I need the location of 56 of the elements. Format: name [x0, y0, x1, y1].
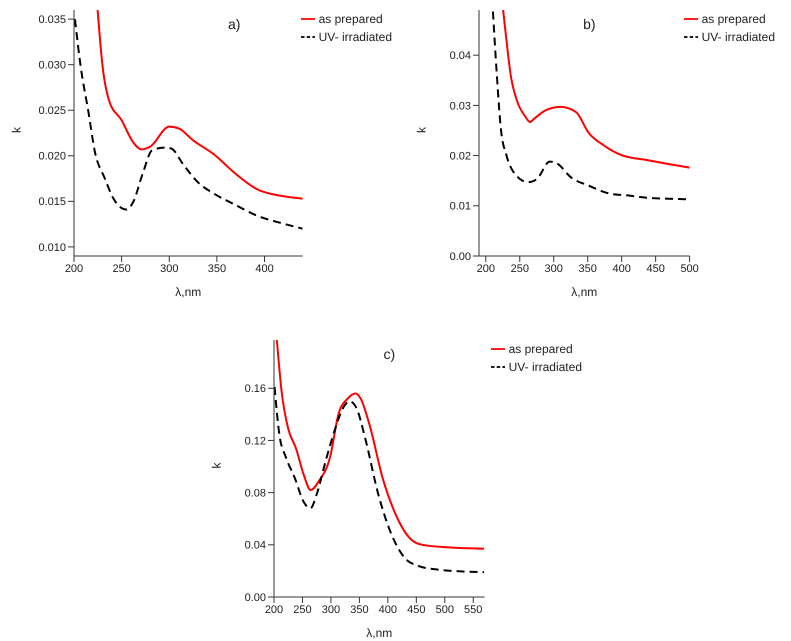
line-series — [74, 18, 303, 230]
x-tick-label: 450 — [407, 604, 426, 616]
x-tick-label: 300 — [160, 262, 178, 275]
y-tick-label: 0.02 — [450, 150, 471, 162]
y-tick-label: 0.020 — [38, 150, 66, 163]
legend-label: as prepared — [318, 12, 383, 26]
y-tick-label: 0.04 — [450, 50, 471, 62]
y-tick-label: 0.08 — [244, 488, 266, 500]
y-tick-label: 0.015 — [38, 196, 66, 208]
y-tick-label: 0.12 — [244, 435, 266, 448]
x-tick-label: 400 — [255, 262, 274, 275]
x-tick-label: 200 — [476, 262, 495, 275]
y-axis-title: k — [209, 462, 224, 468]
y-tick-label: 0.16 — [244, 383, 266, 396]
y-tick-label: 0.01 — [450, 200, 471, 213]
y-tick-label: 0.00 — [450, 250, 471, 263]
x-tick-label: 500 — [680, 262, 699, 275]
y-axis-title: k — [414, 126, 428, 133]
y-axis-title: k — [9, 126, 24, 133]
legend-label: UV- irradiated — [508, 360, 582, 374]
y-tick-label: 0.00 — [244, 592, 266, 604]
annotation: c) — [384, 346, 396, 362]
line-series — [502, 10, 690, 169]
legend-label: UV- irradiated — [318, 30, 392, 44]
y-tick-label: 0.030 — [38, 60, 66, 72]
line-series — [274, 386, 485, 574]
x-tick-label: 200 — [64, 262, 84, 275]
x-axis-title: λ,nm — [571, 285, 598, 299]
legend-label: UV- irradiated — [702, 30, 775, 44]
annotation: b) — [583, 16, 596, 32]
x-tick-label: 200 — [264, 604, 284, 616]
y-tick-label: 0.025 — [38, 105, 66, 118]
x-tick-label: 250 — [112, 262, 131, 275]
y-tick-label: 0.04 — [244, 540, 266, 552]
line-series — [276, 340, 485, 550]
x-tick-label: 500 — [436, 604, 454, 616]
x-tick-label: 400 — [612, 262, 631, 275]
x-axis-title: λ,nm — [175, 285, 202, 299]
line-series — [96, 10, 303, 200]
x-tick-label: 350 — [350, 604, 369, 616]
x-axis-title: λ,nm — [366, 626, 392, 640]
y-tick-label: 0.010 — [38, 242, 66, 254]
x-tick-label: 300 — [544, 262, 563, 275]
y-tick-label: 0.03 — [450, 100, 471, 112]
x-tick-label: 450 — [646, 262, 665, 275]
x-tick-label: 550 — [464, 604, 482, 616]
legend-label: as prepared — [508, 342, 573, 356]
annotation: a) — [228, 16, 240, 32]
y-tick-label: 0.035 — [38, 14, 66, 26]
x-tick-label: 250 — [293, 604, 312, 616]
x-tick-label: 350 — [578, 262, 597, 275]
x-tick-label: 400 — [378, 604, 398, 616]
x-tick-label: 300 — [322, 604, 340, 616]
x-tick-label: 250 — [510, 262, 529, 275]
x-tick-label: 350 — [208, 262, 226, 275]
legend-label: as prepared — [702, 12, 766, 26]
